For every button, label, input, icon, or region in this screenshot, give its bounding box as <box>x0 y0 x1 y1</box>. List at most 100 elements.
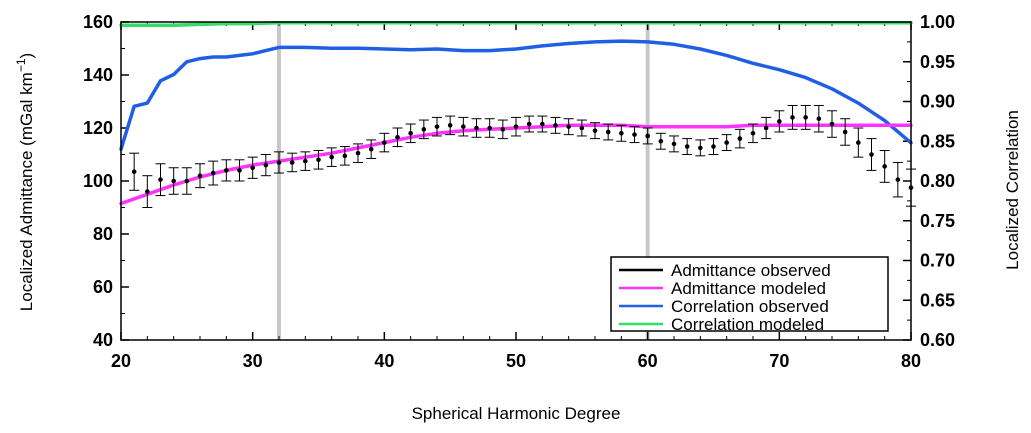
y-right-tick-labels: 0.60 0.65 0.70 0.75 0.80 0.85 0.90 0.95 1.00 <box>920 12 955 350</box>
y-left-tick-label: 140 <box>83 65 113 85</box>
data-point <box>303 158 308 164</box>
y-left-tick-label: 100 <box>83 171 113 191</box>
y-right-axis-title: Localized Correlation <box>1003 110 1022 270</box>
data-point <box>224 168 229 173</box>
data-point <box>395 134 400 140</box>
data-point <box>316 157 321 163</box>
y-left-tick-label: 80 <box>93 224 113 244</box>
data-point <box>434 124 440 129</box>
y-left-tick-label: 120 <box>83 118 113 138</box>
data-point <box>869 152 874 157</box>
series-layer <box>119 21 916 208</box>
data-point <box>684 144 690 149</box>
data-point <box>829 121 835 127</box>
data-point <box>895 177 901 182</box>
data-point <box>513 124 519 129</box>
y-left-tick-label: 40 <box>93 330 113 350</box>
data-point <box>250 165 255 171</box>
data-point <box>856 140 861 145</box>
data-point <box>355 150 361 156</box>
x-tick-label: 30 <box>243 351 263 371</box>
data-point <box>566 124 571 129</box>
y-right-tick-label: 0.65 <box>920 290 955 310</box>
y-left-axis-title-close: ) <box>17 53 36 59</box>
data-point <box>421 127 427 132</box>
data-point <box>171 178 176 184</box>
data-point <box>882 164 887 169</box>
y-left-tick-labels: 40 60 80 100 120 140 160 <box>83 12 113 350</box>
data-point <box>763 125 769 131</box>
y-right-tick-label: 0.85 <box>920 131 955 151</box>
data-point <box>145 189 150 194</box>
data-point <box>237 168 242 173</box>
data-point <box>790 115 795 120</box>
y-right-tick-label: 1.00 <box>920 12 955 32</box>
plot-frame <box>120 21 912 341</box>
data-point <box>263 162 269 168</box>
series-line-correlation-modeled <box>119 21 913 27</box>
series-points-admittance-observed <box>129 104 916 208</box>
legend-label-admittance-observed: Admittance observed <box>671 261 831 280</box>
x-axis-title: Spherical Harmonic Degree <box>412 404 621 423</box>
data-point <box>540 121 545 127</box>
data-point <box>184 178 190 184</box>
x-tick-label: 80 <box>901 351 921 371</box>
data-point <box>526 121 532 127</box>
data-point <box>382 140 387 145</box>
x-tick-label: 70 <box>769 351 789 371</box>
data-point <box>368 146 374 152</box>
reference-lines <box>277 22 650 340</box>
data-point <box>197 173 203 178</box>
series-line-correlation-observed <box>119 39 913 151</box>
data-point <box>579 125 585 131</box>
y-left-axis-title-main: Localized Admittance (mGal km <box>17 72 36 311</box>
data-point <box>131 169 137 175</box>
data-point <box>408 131 413 136</box>
y-right-tick-label: 0.95 <box>920 52 955 72</box>
data-point <box>724 140 729 145</box>
data-point <box>842 129 848 135</box>
data-point <box>500 127 506 132</box>
data-point <box>750 131 756 136</box>
y-left-axis-title-exponent: −1 <box>14 58 28 72</box>
data-point <box>342 153 348 159</box>
data-point <box>276 160 282 165</box>
y-left-tick-label: 160 <box>83 12 113 32</box>
data-point <box>671 141 677 147</box>
data-point <box>711 144 716 149</box>
data-point <box>289 160 295 165</box>
legend-label-correlation-modeled: Correlation modeled <box>671 315 824 334</box>
data-point <box>553 123 558 128</box>
data-point <box>487 125 492 131</box>
data-point <box>698 145 703 151</box>
x-tick-label: 40 <box>374 351 394 371</box>
data-point <box>461 124 466 129</box>
data-point <box>737 136 743 141</box>
data-point <box>658 138 664 144</box>
data-point <box>474 125 479 131</box>
data-point <box>645 133 650 139</box>
y-left-tick-label: 60 <box>93 277 113 297</box>
data-point <box>447 123 453 128</box>
y-right-tick-label: 0.75 <box>920 211 955 231</box>
x-tick-label: 60 <box>638 351 658 371</box>
data-point <box>777 119 782 124</box>
data-point <box>816 116 822 122</box>
y-right-tick-label: 0.90 <box>920 92 955 112</box>
data-point <box>210 170 216 176</box>
y-left-axis-title: Localized Admittance (mGal km−1) <box>14 53 36 311</box>
legend-label-correlation-observed: Correlation observed <box>671 297 829 316</box>
data-point <box>803 115 808 120</box>
data-point <box>619 131 624 136</box>
y-right-tick-label: 0.60 <box>920 330 955 350</box>
y-right-tick-label: 0.70 <box>920 251 955 271</box>
x-tick-label: 50 <box>506 351 526 371</box>
legend-label-admittance-modeled: Admittance modeled <box>671 279 826 298</box>
data-point <box>158 177 163 182</box>
x-tick-labels: 20 30 40 50 60 70 80 <box>111 351 921 371</box>
data-point <box>329 154 334 160</box>
data-point <box>605 129 611 135</box>
y-right-tick-label: 0.80 <box>920 171 955 191</box>
data-point <box>592 128 598 133</box>
